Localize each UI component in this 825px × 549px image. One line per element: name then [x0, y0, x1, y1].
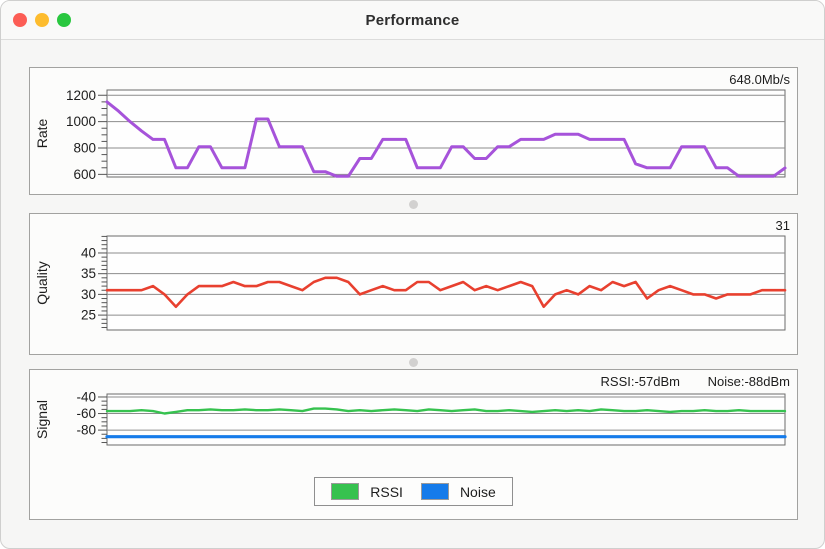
quality-axis-title: Quality	[34, 261, 50, 305]
signal-chart: -80 -60 -40 Signal RSSI:-57dBm Noise:-88dBm	[34, 374, 790, 446]
quality-chart-panel: 25 30 35 40 Quality 31	[29, 213, 798, 355]
quality-ytick-label: 35	[81, 266, 96, 281]
zoom-button[interactable]	[57, 13, 71, 27]
rate-series-rate-mb-s-	[105, 100, 787, 178]
splitter-handle-2[interactable]	[409, 358, 418, 367]
rssi-legend-label: RSSI	[370, 483, 403, 500]
quality-ytick-label: 30	[81, 287, 96, 302]
noise-legend-label: Noise	[459, 483, 496, 500]
window-title: Performance	[365, 11, 460, 29]
quality-current-value: 31	[776, 218, 790, 233]
legend: RSSI Noise	[30, 477, 797, 506]
signal-axis-title: Signal	[34, 400, 50, 439]
signal-current-value: Noise:-88dBm	[708, 374, 790, 389]
content-area: 600 800 1000 1200 Rate 648.0Mb/s 25 30 35 40 Qual…	[1, 40, 824, 548]
rate-ytick-label: 800	[73, 141, 96, 156]
quality-chart: 25 30 35 40 Quality 31	[34, 218, 790, 331]
titlebar[interactable]: Performance	[1, 1, 824, 40]
noise-legend-swatch	[420, 483, 449, 500]
close-button[interactable]	[13, 13, 27, 27]
rate-chart-panel: 600 800 1000 1200 Rate 648.0Mb/s	[29, 67, 798, 195]
signal-ytick-label: -40	[76, 389, 96, 404]
rssi-legend-swatch	[331, 483, 360, 500]
legend-item-noise: Noise	[420, 483, 496, 500]
signal-chart-panel: -80 -60 -40 Signal RSSI:-57dBm Noise:-88dBm R…	[29, 369, 798, 520]
rate-ytick-label: 1000	[66, 114, 96, 129]
quality-ytick-label: 40	[81, 245, 96, 260]
rate-ytick-label: 1200	[66, 88, 96, 103]
splitter-handle-1[interactable]	[409, 200, 418, 209]
traffic-lights	[13, 1, 71, 39]
rate-current-value: 648.0Mb/s	[729, 72, 790, 87]
signal-ytick-label: -80	[76, 423, 96, 438]
signal-series-rssi	[105, 407, 787, 415]
rate-chart: 600 800 1000 1200 Rate 648.0Mb/s	[34, 72, 790, 182]
minimize-button[interactable]	[35, 13, 49, 27]
rate-ytick-label: 600	[73, 167, 96, 182]
quality-series-quality	[105, 276, 787, 309]
rate-axis-title: Rate	[34, 119, 50, 149]
legend-box: RSSI Noise	[314, 477, 513, 506]
signal-ytick-label: -60	[76, 406, 96, 421]
legend-item-rssi: RSSI	[331, 483, 403, 500]
signal-current-value: RSSI:-57dBm	[601, 374, 680, 389]
quality-ytick-label: 25	[81, 308, 96, 323]
